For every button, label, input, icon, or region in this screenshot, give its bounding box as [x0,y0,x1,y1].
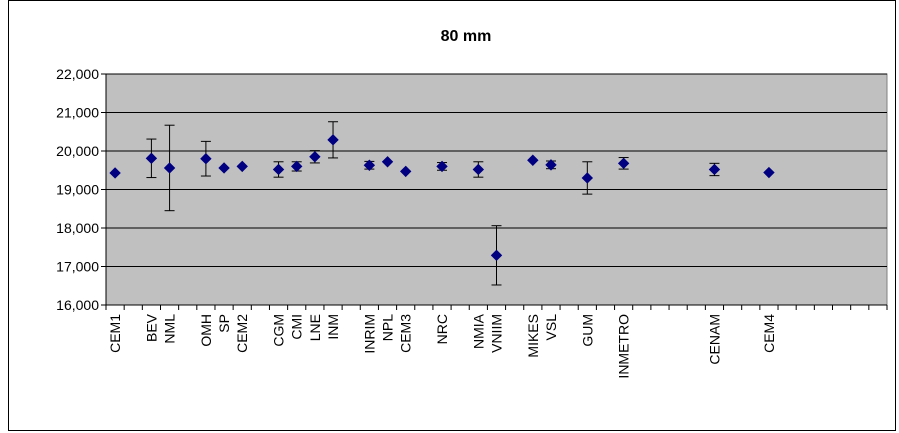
data-point [327,134,339,146]
x-tick-label: INMETRO [616,314,632,379]
x-tick-label: CEM3 [398,314,414,353]
x-tick-label: VSL [543,314,559,341]
data-point [272,163,285,176]
y-tick-label: 16,000 [56,297,99,313]
data-point [363,159,376,171]
data-point [145,152,158,165]
x-tick-label: CGM [271,314,287,347]
data-point [381,156,394,168]
y-tick-label: 17,000 [56,259,99,275]
data-point [472,163,485,176]
data-point [163,162,176,174]
x-tick-label: MIKES [525,314,541,358]
x-tick-label: NPL [380,314,396,341]
data-point [617,157,630,170]
plot-area: 16,000 17,000 18,000 19,000 20,000 21,000 22,0… [56,66,888,379]
x-tick-label: CEM4 [761,314,777,353]
x-tick-label: BEV [143,313,159,342]
x-tick-label: CMI [289,314,305,340]
x-tick-label: CENAM [706,314,722,365]
data-point [545,159,557,171]
x-tick-label: VNIIM [489,314,505,353]
x-tick-label: INRIM [361,314,377,354]
x-tick-label: NMIA [470,313,486,349]
x-tick-label: GUM [579,314,595,347]
y-tick-label: 18,000 [56,220,99,236]
x-tick-label: CEM1 [107,314,123,353]
data-point [490,249,503,262]
x-tick-label: INM [325,314,341,340]
data-point [200,152,212,165]
x-tick-label: CEM2 [234,314,250,353]
y-tick-label: 21,000 [56,105,99,121]
y-tick-label: 20,000 [56,143,99,159]
data-point [708,163,721,176]
data-point [581,172,594,184]
chart-title: 80 mm [441,28,492,45]
y-tick-label: 22,000 [56,66,99,82]
data-point [218,162,230,174]
data-point [436,160,448,173]
data-point [309,151,321,163]
x-tick-label: NML [162,314,178,344]
data-point [399,165,412,178]
data-point [109,167,121,179]
data-point [763,166,775,179]
data-point [291,160,303,173]
chart-frame: 80 mm 16,000 17,000 18,000 19,000 20,000 21,0… [8,0,896,431]
data-point [236,160,248,173]
x-tick-label: LNE [307,314,323,341]
x-tick-label: NRC [434,314,450,344]
x-tick-label: OMH [198,314,214,347]
data-point [527,154,539,166]
chart: 80 mm 16,000 17,000 18,000 19,000 20,000 21,0… [56,28,888,379]
x-tick-label: SP [216,314,232,333]
y-tick-label: 19,000 [56,182,99,198]
